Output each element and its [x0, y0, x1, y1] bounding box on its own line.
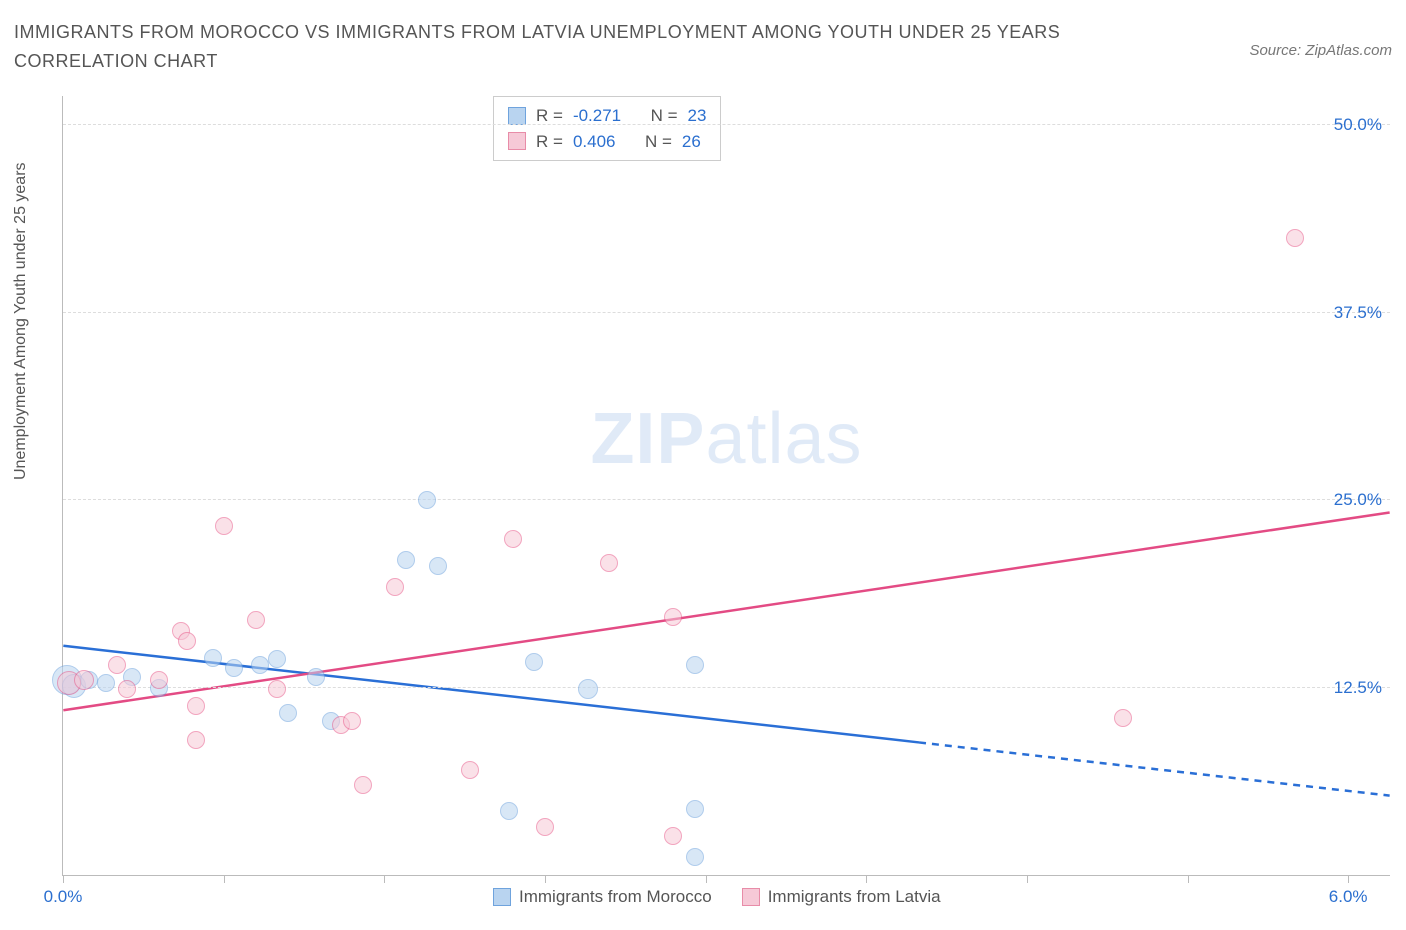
scatter-point [279, 704, 297, 722]
gridline [63, 499, 1390, 500]
stat-n-value: 26 [682, 129, 701, 155]
x-tick [384, 875, 385, 883]
x-tick [1188, 875, 1189, 883]
scatter-point [525, 653, 543, 671]
y-axis-label: Unemployment Among Youth under 25 years [12, 162, 30, 480]
scatter-point [178, 632, 196, 650]
gridline [63, 312, 1390, 313]
x-tick [63, 875, 64, 883]
scatter-point [354, 776, 372, 794]
watermark: ZIPatlas [590, 398, 862, 480]
scatter-point [187, 731, 205, 749]
scatter-point [307, 668, 325, 686]
scatter-point [187, 697, 205, 715]
legend-swatch [493, 888, 511, 906]
scatter-point [97, 674, 115, 692]
scatter-point [204, 649, 222, 667]
scatter-point [74, 670, 94, 690]
stat-legend: R =-0.271 N =23R =0.406 N =26 [493, 96, 721, 161]
x-tick [1027, 875, 1028, 883]
header-row: IMMIGRANTS FROM MOROCCO VS IMMIGRANTS FR… [14, 18, 1392, 76]
x-tick [1348, 875, 1349, 883]
stat-n-label: N = [645, 129, 672, 155]
scatter-point [600, 554, 618, 572]
x-tick [545, 875, 546, 883]
y-tick-label: 12.5% [1326, 678, 1382, 698]
scatter-point [664, 608, 682, 626]
scatter-point [251, 656, 269, 674]
x-tick-label-right: 6.0% [1329, 887, 1368, 907]
stat-r-value: 0.406 [573, 129, 616, 155]
scatter-point [504, 530, 522, 548]
scatter-point [686, 656, 704, 674]
scatter-point [429, 557, 447, 575]
scatter-point [500, 802, 518, 820]
legend-item: Immigrants from Morocco [493, 887, 712, 907]
x-tick-label-left: 0.0% [44, 887, 83, 907]
scatter-point [578, 679, 598, 699]
x-tick [706, 875, 707, 883]
scatter-point [686, 800, 704, 818]
scatter-point [386, 578, 404, 596]
gridline [63, 687, 1390, 688]
legend-swatch [508, 107, 526, 125]
scatter-point [536, 818, 554, 836]
scatter-point [118, 680, 136, 698]
scatter-point [268, 680, 286, 698]
scatter-point [108, 656, 126, 674]
scatter-point [664, 827, 682, 845]
source-label: Source: ZipAtlas.com [1249, 42, 1392, 59]
legend-label: Immigrants from Latvia [768, 887, 941, 907]
legend-label: Immigrants from Morocco [519, 887, 712, 907]
scatter-point [268, 650, 286, 668]
scatter-point [461, 761, 479, 779]
stat-r-label: R = [536, 129, 563, 155]
x-tick [224, 875, 225, 883]
y-tick-label: 50.0% [1326, 115, 1382, 135]
scatter-point [247, 611, 265, 629]
gridline [63, 124, 1390, 125]
scatter-point [686, 848, 704, 866]
scatter-plot: ZIPatlas R =-0.271 N =23R =0.406 N =26 I… [62, 96, 1390, 876]
legend-swatch [742, 888, 760, 906]
scatter-point [1114, 709, 1132, 727]
scatter-point [418, 491, 436, 509]
legend-swatch [508, 132, 526, 150]
trend-lines [63, 96, 1390, 875]
chart-title: IMMIGRANTS FROM MOROCCO VS IMMIGRANTS FR… [14, 18, 1114, 76]
scatter-point [343, 712, 361, 730]
scatter-point [1286, 229, 1304, 247]
x-tick [866, 875, 867, 883]
scatter-point [150, 671, 168, 689]
scatter-point [215, 517, 233, 535]
y-tick-label: 37.5% [1326, 303, 1382, 323]
scatter-point [397, 551, 415, 569]
scatter-point [225, 659, 243, 677]
stat-legend-row: R = 0.406 N = 26 [508, 129, 706, 155]
y-tick-label: 25.0% [1326, 490, 1382, 510]
legend-item: Immigrants from Latvia [742, 887, 941, 907]
series-legend: Immigrants from Morocco Immigrants from L… [493, 887, 941, 907]
